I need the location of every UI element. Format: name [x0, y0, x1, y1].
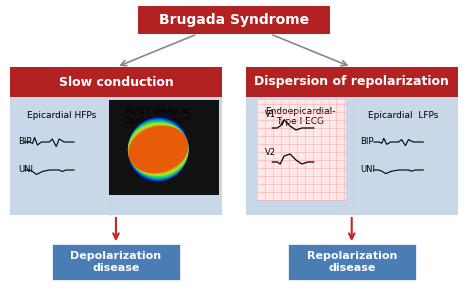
Text: Brugada Syndrome: Brugada Syndrome — [159, 13, 309, 27]
Text: Slow conduction: Slow conduction — [59, 76, 173, 88]
FancyBboxPatch shape — [10, 67, 222, 215]
FancyBboxPatch shape — [109, 100, 219, 195]
FancyBboxPatch shape — [257, 100, 346, 200]
Ellipse shape — [128, 116, 189, 183]
Ellipse shape — [128, 118, 189, 181]
Text: Epicardial  LFPs: Epicardial LFPs — [368, 111, 438, 120]
Ellipse shape — [128, 126, 188, 173]
Text: Endoepicardial-
Type I ECG: Endoepicardial- Type I ECG — [264, 107, 335, 126]
FancyBboxPatch shape — [288, 244, 416, 280]
Text: V2: V2 — [265, 148, 276, 157]
Text: RVOT delay at
Cardioinsight™: RVOT delay at Cardioinsight™ — [123, 107, 192, 126]
Text: Dispersion of repolarization: Dispersion of repolarization — [254, 76, 449, 88]
Text: Depolarization
disease: Depolarization disease — [70, 251, 162, 273]
Text: BIP: BIP — [360, 137, 374, 147]
Text: UNI: UNI — [18, 165, 33, 175]
FancyBboxPatch shape — [10, 67, 222, 97]
FancyBboxPatch shape — [246, 67, 458, 97]
Text: UNI: UNI — [360, 165, 375, 175]
FancyBboxPatch shape — [246, 67, 458, 215]
FancyBboxPatch shape — [138, 6, 329, 34]
Ellipse shape — [128, 121, 189, 178]
Ellipse shape — [128, 119, 189, 179]
Text: BIP: BIP — [18, 137, 31, 147]
Text: Repolarization
disease: Repolarization disease — [307, 251, 397, 273]
Ellipse shape — [128, 124, 189, 175]
Text: V1: V1 — [265, 110, 276, 119]
Text: Epicardial HFPs: Epicardial HFPs — [27, 111, 96, 120]
FancyBboxPatch shape — [52, 244, 180, 280]
Ellipse shape — [128, 123, 189, 176]
